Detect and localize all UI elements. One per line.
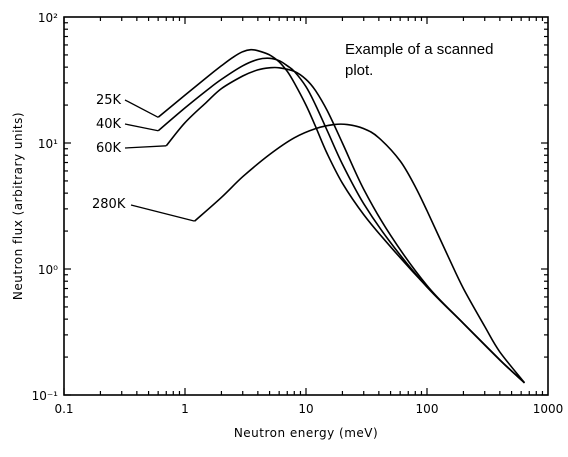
- series-line-280k: [194, 123, 526, 384]
- series-line-40k: [157, 57, 526, 384]
- x-tick-label: 1: [181, 402, 189, 416]
- axis-ticks: [63, 17, 548, 396]
- y-tick-label: 10⁰: [38, 263, 58, 277]
- series-leader-60k: [124, 145, 167, 149]
- y-tick-label: 10²: [38, 11, 58, 25]
- data-series: [157, 48, 526, 384]
- x-axis-label: Neutron energy (meV): [234, 426, 378, 440]
- series-label-280k: 280K: [92, 197, 126, 212]
- series-line-60k: [165, 66, 526, 384]
- series-leader-280k: [130, 204, 195, 222]
- series-label-25k: 25K: [96, 93, 122, 108]
- series-line-25k: [157, 48, 526, 384]
- y-tick-label: 10¹: [38, 137, 58, 151]
- annotation-line-1: Example of a scanned: [345, 41, 493, 58]
- x-tick-label: 10: [298, 402, 313, 416]
- annotation-line-2: plot.: [345, 62, 373, 79]
- y-tick-label: 10⁻¹: [32, 389, 59, 403]
- x-tick-label: 1000: [533, 402, 564, 416]
- x-tick-label: 100: [416, 402, 439, 416]
- axis-tick-labels: 0.1 1 10 100 1000 10⁻¹ 10⁰ 10¹ 10²: [32, 11, 564, 416]
- series-leader-25k: [124, 99, 159, 118]
- y-axis-label: Neutron flux (arbitrary units): [11, 112, 25, 300]
- x-tick-label: 0.1: [54, 402, 73, 416]
- series-label-60k: 60K: [96, 141, 122, 156]
- series-label-40k: 40K: [96, 117, 122, 132]
- series-labels: 25K 40K 60K 280K: [92, 93, 195, 222]
- series-leader-40k: [124, 123, 159, 132]
